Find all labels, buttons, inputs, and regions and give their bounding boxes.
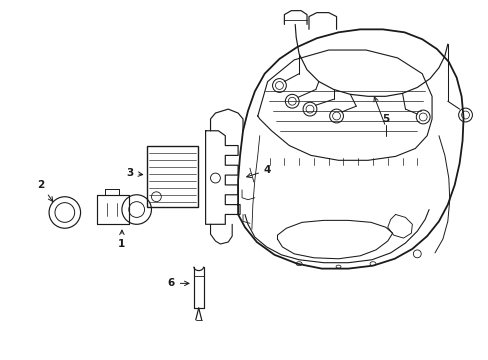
Text: 5: 5 <box>382 114 388 124</box>
Text: 1: 1 <box>118 230 125 249</box>
Text: 3: 3 <box>126 168 142 178</box>
Bar <box>146 145 197 207</box>
Text: 6: 6 <box>167 278 188 288</box>
Text: 2: 2 <box>38 180 53 202</box>
Text: 4: 4 <box>246 165 271 177</box>
